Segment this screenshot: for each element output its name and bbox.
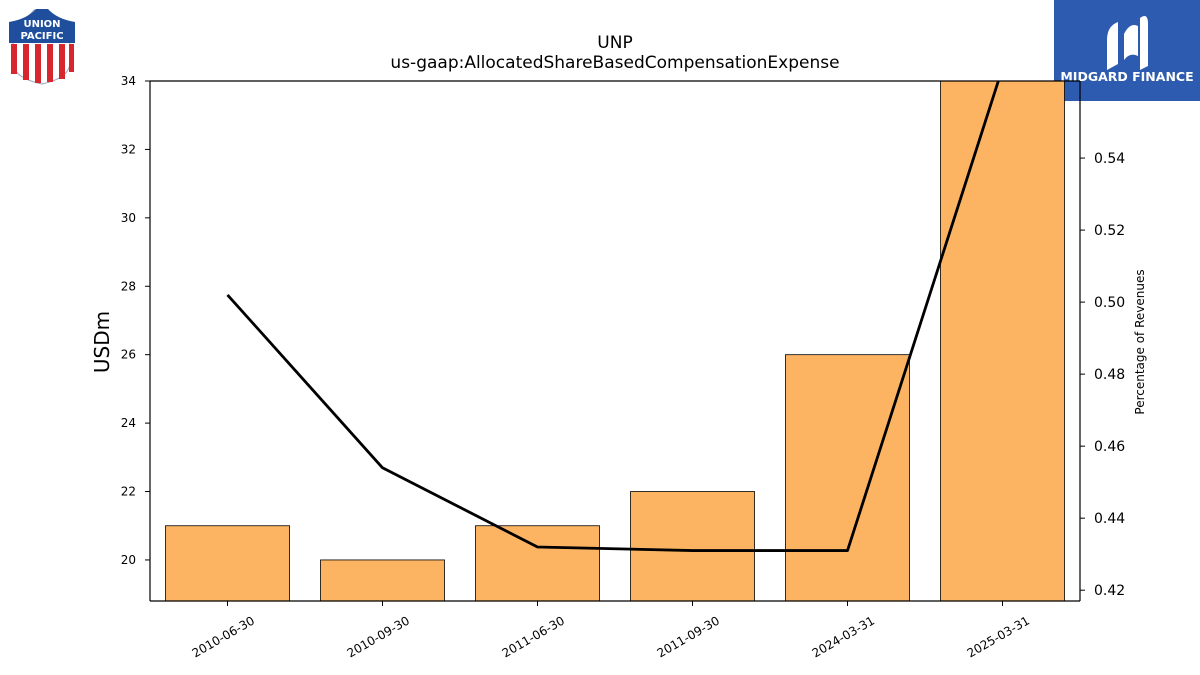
y-tick-label-right-0.5: 0.50 [1094, 295, 1125, 311]
line-layer [226, 81, 1000, 552]
y-tick-label-left-24: 24 [121, 416, 136, 430]
bars-layer [165, 80, 1065, 602]
logo-blue-band [9, 9, 75, 43]
x-tick-label-2025-03-31: 2025-03-31 [965, 613, 1032, 660]
bar-2010-09-30 [320, 559, 445, 602]
y-tick-label-left-26: 26 [121, 348, 136, 362]
y-tick-label-left-22: 22 [121, 485, 136, 499]
y-tick-label-left-28: 28 [121, 279, 136, 293]
y-tick-label-right-0.52: 0.52 [1094, 223, 1125, 239]
union-pacific-logo: UNION PACIFIC [9, 9, 75, 85]
x-tick-label-2010-06-30: 2010-06-30 [190, 613, 257, 660]
x-tick-label-2010-09-30: 2010-09-30 [345, 613, 412, 660]
x-tick-label-2011-06-30: 2011-06-30 [500, 613, 567, 660]
y-tick-label-right-0.46: 0.46 [1094, 439, 1125, 455]
chart-subtitle: us-gaap:AllocatedShareBasedCompensationE… [390, 53, 839, 73]
bar-2010-06-30 [165, 525, 290, 602]
bar-2011-09-30 [630, 491, 755, 602]
brand-mark-icon [1107, 16, 1148, 70]
bar-2024-03-31 [785, 354, 910, 602]
revenue-percentage-line [226, 81, 1000, 552]
bar-2025-03-31 [940, 80, 1065, 602]
chart-title: UNP [597, 33, 632, 53]
y-axis-label-right: Percentage of Revenues [1133, 269, 1147, 414]
midgard-finance-logo: MIDGARD FINANCE [1054, 0, 1200, 101]
brand-name: MIDGARD FINANCE [1060, 69, 1193, 84]
y-tick-label-left-30: 30 [121, 211, 136, 225]
logo-text-line2: PACIFIC [20, 31, 63, 42]
logo-stripes [11, 44, 74, 83]
y-tick-label-right-0.44: 0.44 [1094, 511, 1125, 527]
y-tick-label-right-0.42: 0.42 [1094, 583, 1125, 599]
y-tick-label-left-32: 32 [121, 142, 136, 156]
logo-text-line1: UNION [23, 19, 60, 30]
bar-2011-06-30 [475, 525, 600, 602]
x-tick-label-2024-03-31: 2024-03-31 [810, 613, 877, 660]
x-tick-label-2011-09-30: 2011-09-30 [655, 613, 722, 660]
y-tick-label-left-34: 34 [121, 74, 136, 88]
y-axis-label-left: USDm [90, 311, 114, 373]
y-tick-label-right-0.48: 0.48 [1094, 367, 1125, 383]
y-tick-label-left-20: 20 [121, 553, 136, 567]
y-tick-label-right-0.54: 0.54 [1094, 151, 1125, 167]
